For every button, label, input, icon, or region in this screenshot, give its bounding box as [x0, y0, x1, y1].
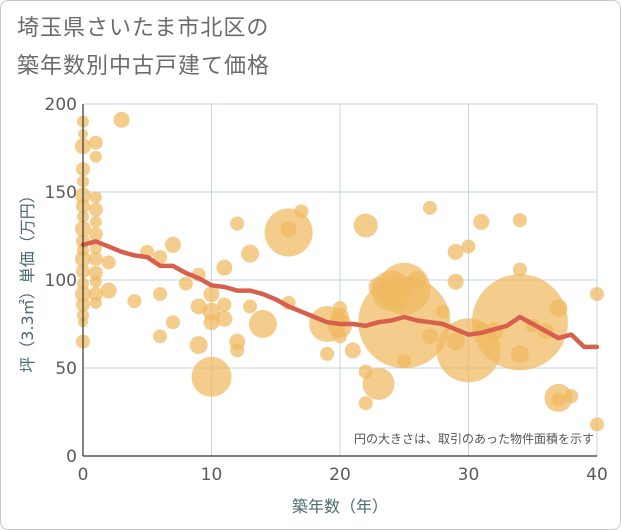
data-bubble — [89, 150, 102, 163]
data-bubble — [127, 294, 142, 309]
chart-title-line2: 築年数別中古戸建て価格 — [17, 54, 271, 79]
y-tick-label: 150 — [45, 183, 77, 203]
data-bubble — [203, 286, 220, 303]
chart-note: 円の大きさは、取引のあった物件面積を示す — [354, 431, 594, 446]
trend-line-group — [80, 239, 600, 350]
data-bubble — [447, 273, 464, 290]
data-bubble — [471, 274, 568, 371]
x-tick-label: 40 — [586, 465, 608, 485]
data-bubble — [564, 389, 579, 404]
data-bubble — [344, 342, 361, 359]
data-bubble — [89, 191, 102, 204]
data-bubble — [461, 239, 476, 254]
data-bubble — [189, 336, 208, 355]
data-bubble — [153, 287, 168, 302]
data-bubble — [473, 213, 490, 230]
data-bubble — [551, 392, 566, 407]
data-bubble — [362, 367, 395, 400]
data-bubble — [243, 299, 258, 314]
data-bubble — [153, 329, 168, 344]
data-bubble — [512, 262, 527, 277]
data-bubble — [280, 220, 297, 237]
trend-line — [80, 239, 600, 350]
data-bubble — [165, 315, 180, 330]
x-tick-label: 30 — [458, 465, 480, 485]
data-bubble — [89, 215, 102, 228]
data-bubble — [89, 296, 102, 309]
x-tick-label: 0 — [78, 465, 89, 485]
data-bubble — [164, 236, 181, 253]
data-bubble — [88, 227, 103, 242]
data-bubble — [590, 417, 604, 432]
data-bubble — [378, 262, 431, 315]
data-bubble — [203, 314, 220, 331]
data-bubble — [153, 250, 168, 265]
data-bubble — [230, 216, 245, 231]
data-bubble — [248, 310, 277, 338]
data-bubble — [421, 328, 438, 345]
data-bubble — [88, 135, 103, 150]
data-bubble — [590, 287, 604, 302]
data-bubble — [230, 343, 245, 358]
data-bubble — [447, 243, 464, 260]
x-tick-label: 10 — [201, 465, 223, 485]
data-bubble — [88, 265, 103, 280]
data-bubble — [89, 242, 102, 255]
x-tick-label: 20 — [329, 465, 351, 485]
data-bubble — [320, 346, 335, 361]
y-tick-label: 50 — [55, 359, 77, 379]
y-axis-label: 坪（3.3㎡）単価（万円） — [18, 187, 37, 372]
y-tick-label: 0 — [66, 447, 77, 467]
data-bubble — [88, 251, 103, 266]
data-bubble — [88, 287, 103, 302]
data-bubble — [89, 275, 102, 288]
data-bubble — [408, 271, 427, 289]
y-tick-label: 200 — [45, 95, 77, 115]
chart-title-line1: 埼玉県さいたま市北区の — [17, 16, 270, 41]
data-bubble — [178, 276, 193, 291]
data-bubble — [549, 299, 568, 318]
data-bubble — [191, 356, 232, 397]
data-bubble — [435, 304, 450, 319]
data-bubble — [510, 344, 529, 363]
data-bubble — [216, 310, 233, 327]
data-bubble — [100, 282, 117, 299]
data-bubble — [241, 244, 260, 263]
data-bubble — [88, 202, 103, 217]
data-bubble — [217, 297, 232, 312]
data-bubble — [216, 259, 233, 276]
y-tick-label: 100 — [45, 271, 77, 291]
x-axis-label: 築年数（年） — [292, 497, 388, 516]
data-bubble — [113, 111, 130, 128]
data-bubble — [358, 396, 373, 411]
data-bubble — [333, 329, 347, 344]
data-bubble — [101, 255, 116, 270]
axes: 0 10 20 30 40 0 50 100 150 200 — [45, 95, 608, 485]
data-bubble — [422, 200, 437, 215]
data-bubble — [353, 213, 378, 238]
data-bubble — [397, 353, 412, 368]
data-bubble — [512, 213, 527, 228]
bubbles — [75, 111, 604, 432]
data-bubble — [294, 204, 309, 219]
